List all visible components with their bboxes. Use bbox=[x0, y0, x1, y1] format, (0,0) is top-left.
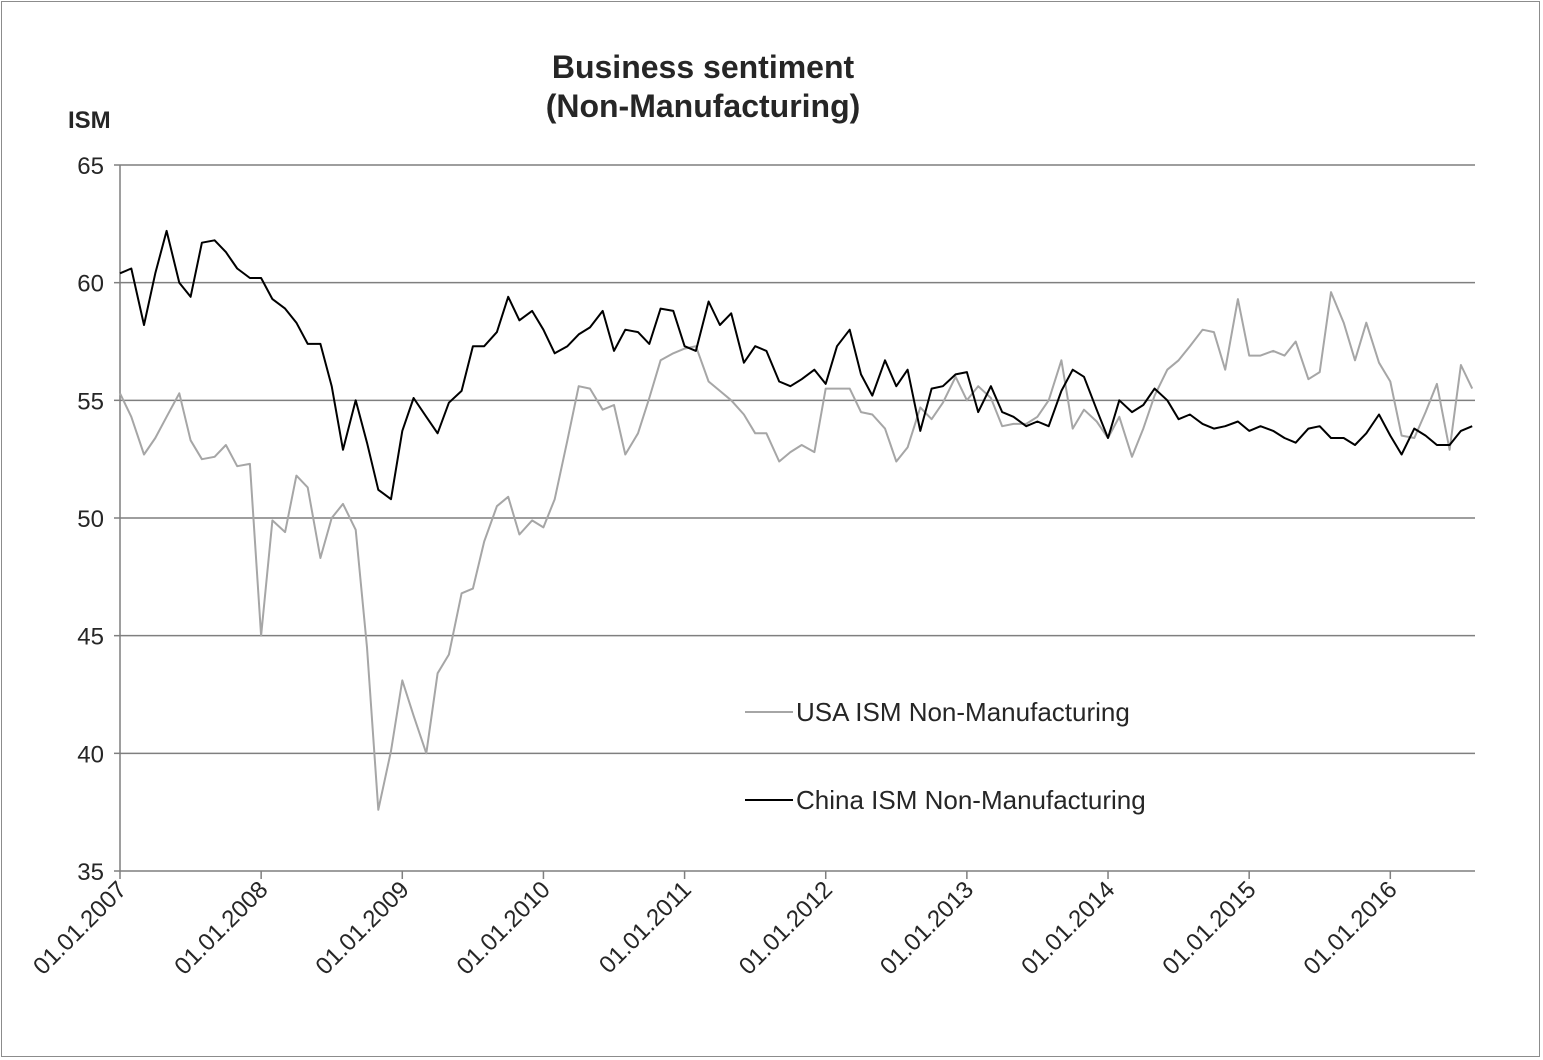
x-tick-label: 01.01.2011 bbox=[594, 876, 697, 979]
y-tick-label: 55 bbox=[77, 388, 104, 415]
x-tick-label: 01.01.2016 bbox=[1299, 876, 1403, 980]
chart-subtitle: (Non-Manufacturing) bbox=[546, 88, 861, 124]
x-tick-label: 01.01.2014 bbox=[1016, 876, 1120, 980]
y-tick-label: 35 bbox=[77, 859, 104, 886]
x-tick-label: 01.01.2010 bbox=[452, 876, 556, 980]
x-tick-label: 01.01.2007 bbox=[28, 876, 132, 980]
x-tick-label: 01.01.2015 bbox=[1157, 876, 1261, 980]
x-tick-label: 01.01.2013 bbox=[875, 876, 979, 980]
y-ticks: 35 40 45 50 55 60 65 bbox=[77, 153, 120, 886]
series-line-usa bbox=[119, 291, 1474, 811]
y-tick-label: 40 bbox=[77, 741, 104, 768]
gridlines bbox=[119, 164, 1475, 872]
y-tick-label: 45 bbox=[77, 624, 104, 651]
series-lines bbox=[119, 229, 1474, 811]
y-tick-label: 50 bbox=[77, 506, 104, 533]
series-line-china bbox=[119, 229, 1473, 501]
legend-label: USA ISM Non-Manufacturing bbox=[796, 697, 1130, 727]
chart-title: Business sentiment bbox=[552, 49, 855, 85]
y-axis-label: ISM bbox=[68, 107, 111, 134]
legend-label: China ISM Non-Manufacturing bbox=[796, 785, 1146, 815]
x-ticks: 01.01.2007 01.01.2008 01.01.2009 01.01.2010… bbox=[28, 871, 1403, 980]
x-tick-label: 01.01.2012 bbox=[734, 876, 838, 980]
y-tick-label: 60 bbox=[77, 271, 104, 298]
x-tick-label: 01.01.2009 bbox=[311, 876, 415, 980]
x-tick-label: 01.01.2008 bbox=[169, 876, 273, 980]
legend: USA ISM Non-Manufacturing China ISM Non-M… bbox=[745, 697, 1146, 815]
y-tick-label: 65 bbox=[77, 153, 104, 180]
